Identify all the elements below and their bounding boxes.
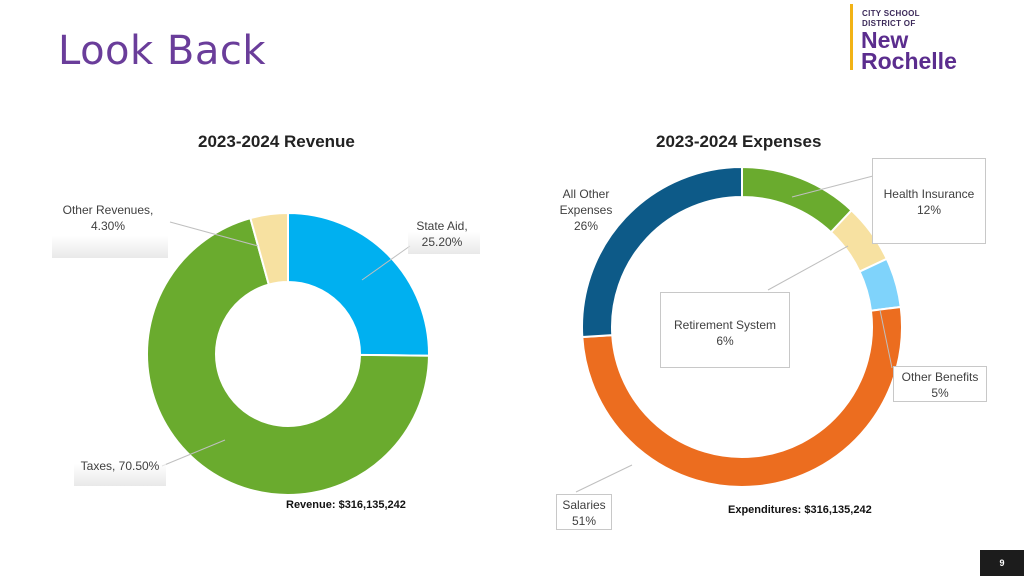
label-shadow [74, 464, 166, 486]
label-state-aid-value: 25.20% [421, 235, 463, 249]
label-state-aid: State Aid, 25.20% [404, 218, 480, 250]
revenue-slice-state-aid [287, 211, 430, 357]
leader-line-state-aid [361, 245, 411, 281]
expenses-chart-title: 2023-2024 Expenses [656, 132, 822, 151]
expenses-summary: Expenditures: $316,135,242 [728, 504, 872, 516]
leader-line-other-revenues [169, 221, 259, 247]
label-other-benefits: Other Benefits 5% [893, 366, 987, 402]
expenses-slice-health-insurance [741, 165, 853, 234]
leader-line-other-benefits [879, 309, 893, 369]
leader-line-salaries [575, 464, 633, 493]
label-all-other-expenses-value: 26% [573, 219, 599, 233]
expenses-slice-all-other-expenses [581, 165, 743, 339]
label-other-revenues: Other Revenues, 4.30% [48, 202, 168, 234]
label-other-benefits-name: Other Benefits [901, 370, 979, 384]
label-health-insurance: Health Insurance 12% [872, 158, 986, 244]
logo-line-3: New [861, 27, 909, 53]
label-other-revenues-name: Other Revenues, [62, 203, 154, 217]
label-retirement-system: Retirement System 6% [660, 292, 790, 368]
logo-line-2: DISTRICT OF [862, 19, 916, 28]
label-all-other-expenses-name: All Other Expenses [559, 187, 613, 217]
label-taxes: Taxes, 70.50% [80, 459, 160, 473]
label-salaries-value: 51% [571, 514, 597, 528]
logo-accent-bar [850, 4, 853, 70]
label-salaries: Salaries 51% [556, 494, 612, 530]
page-number: 9 [980, 550, 1024, 576]
logo-line-4: Rochelle [861, 48, 957, 74]
revenue-donut-chart [146, 211, 431, 496]
leader-line-taxes [161, 439, 226, 467]
revenue-slice-other-revenues [249, 211, 289, 286]
expenses-donut-chart [581, 165, 903, 489]
label-shadow [52, 236, 168, 258]
label-retirement-system-name: Retirement System [673, 318, 777, 332]
leader-line-retirement [767, 245, 849, 291]
leader-lines [161, 175, 893, 493]
label-other-benefits-value: 5% [931, 386, 949, 400]
revenue-slice-taxes [146, 216, 431, 496]
label-retirement-system-value: 6% [716, 334, 734, 348]
expenses-slice-salaries [581, 305, 903, 489]
label-all-other-expenses: All Other Expenses 26% [548, 186, 624, 234]
label-other-revenues-value: 4.30% [90, 219, 126, 233]
label-health-insurance-value: 12% [916, 203, 942, 217]
revenue-summary: Revenue: $316,135,242 [286, 499, 406, 511]
logo-line-1: CITY SCHOOL [862, 9, 920, 18]
label-shadow [408, 232, 480, 254]
revenue-chart-title: 2023-2024 Revenue [198, 132, 355, 151]
label-state-aid-name: State Aid, [416, 219, 468, 233]
district-logo: CITY SCHOOL DISTRICT OF New Rochelle [850, 4, 1010, 74]
label-health-insurance-name: Health Insurance [883, 187, 975, 201]
leader-line-health-insurance [791, 175, 874, 198]
slide-title: Look Back [58, 28, 267, 74]
label-salaries-name: Salaries [562, 498, 606, 512]
